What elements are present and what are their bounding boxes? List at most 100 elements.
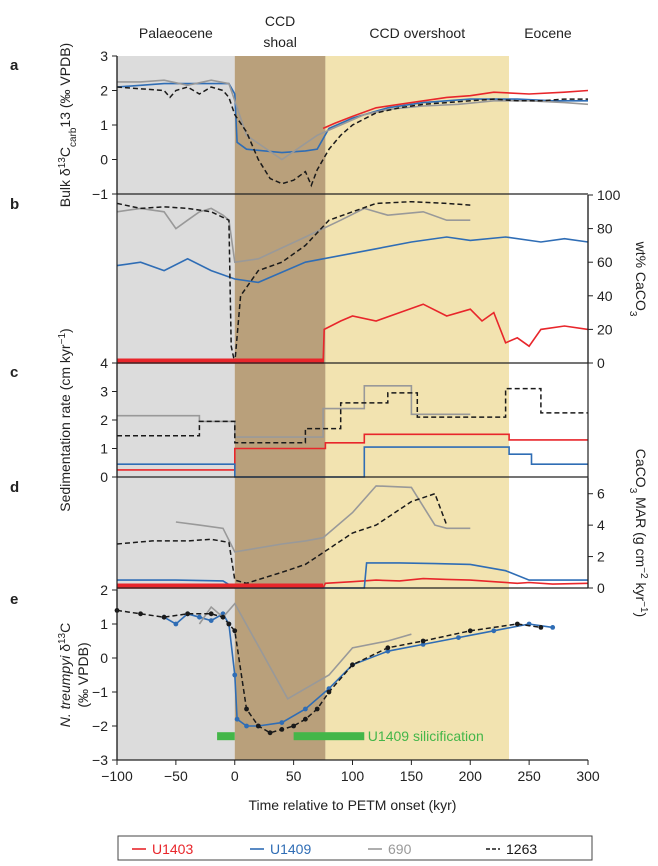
point-e-U1409-8 <box>234 716 240 722</box>
point-e-U1409-16 <box>420 642 426 647</box>
y-tick-label-c-0: 0 <box>100 469 108 485</box>
y-axis-label-part: C <box>57 147 73 157</box>
y-axis-label-part: 13 <box>57 157 68 169</box>
y-axis-label-part: CaCO <box>633 449 649 488</box>
y-tick-label-d-0: 0 <box>597 580 605 596</box>
x-tick-label-250: 250 <box>517 768 541 784</box>
point-e-1263-4 <box>208 611 214 617</box>
y-tick-label-a-2: 2 <box>100 83 108 99</box>
point-e-1263-5 <box>220 614 226 620</box>
point-e-1263-8 <box>244 706 249 712</box>
panel-label-a: a <box>10 57 19 74</box>
y-tick-label-e--2: −2 <box>92 718 108 734</box>
series-e-690 <box>198 602 412 700</box>
y-axis-label-part: 3 <box>628 488 639 494</box>
y-axis-label-part: kyr <box>633 579 649 602</box>
point-e-1263-7 <box>232 628 238 634</box>
y-tick-label-e-1: 1 <box>100 616 108 632</box>
y-axis-label-part: wt% CaCO <box>633 241 649 311</box>
y-axis-label-part: Sedimentation rate (cm kyr <box>57 344 73 512</box>
point-e-U1409-15 <box>385 648 391 654</box>
y-axis-label-part: ) <box>633 613 649 618</box>
x-tick-label-0: 0 <box>231 768 239 784</box>
y-axis-label-part: C <box>57 623 73 633</box>
legend: U1403 U1409 690 1263 <box>117 835 593 861</box>
point-e-1263-2 <box>161 614 167 620</box>
point-e-U1409-4 <box>208 618 214 623</box>
y-axis-label-part: −1 <box>57 333 68 345</box>
y-tick-label-d-4: 4 <box>597 517 605 533</box>
point-e-U1409-17 <box>456 635 461 640</box>
silicification-bar-0 <box>217 732 235 741</box>
y-tick-label-e--3: −3 <box>92 752 108 768</box>
point-e-1263-6 <box>226 621 232 627</box>
phase-label-1-0: CCD <box>265 13 295 29</box>
y-tick-label-a-1: 1 <box>100 117 108 133</box>
y-tick-label-e--1: −1 <box>92 684 108 700</box>
y-axis-label-d: CaCO3 MAR (g cm−2 kyr−1) <box>628 449 650 617</box>
x-tick-label--50: −50 <box>164 768 188 784</box>
series-e-1263 <box>116 609 542 734</box>
y-axis-label-part: −1 <box>639 601 650 613</box>
legend-label-2: 690 <box>388 841 412 857</box>
point-e-U1409-11 <box>279 720 285 725</box>
series-b-1263 <box>116 200 471 364</box>
x-tick-label--100: −100 <box>101 768 133 784</box>
y-tick-label-b-60: 60 <box>597 254 613 270</box>
point-e-1263-14 <box>314 706 320 712</box>
y-tick-label-c-4: 4 <box>100 355 108 371</box>
y-axis-label-part: Bulk δ <box>57 168 73 207</box>
phase-band-3 <box>509 56 588 760</box>
series-c-U1409 <box>117 446 588 478</box>
y-tick-label-e-2: 2 <box>100 582 108 598</box>
x-tick-label-150: 150 <box>400 768 424 784</box>
x-tick-label-100: 100 <box>341 768 365 784</box>
y-axis-label-e-line2: (‰ VPDB) <box>75 642 91 707</box>
x-axis-label: Time relative to PETM onset (kyr) <box>249 797 457 813</box>
panel-label-b: b <box>10 196 19 213</box>
point-e-1263-11 <box>279 727 285 732</box>
y-axis-label-part: 13 <box>57 112 73 128</box>
point-e-U1409-7 <box>232 672 238 678</box>
series-b-U1403 <box>117 303 589 364</box>
silicification-label: U1409 silicification <box>368 728 484 744</box>
point-e-1263-20 <box>514 621 520 627</box>
y-tick-label-e-0: 0 <box>100 650 108 666</box>
point-e-U1409-9 <box>244 723 249 729</box>
y-axis-label-part: δ <box>57 644 73 656</box>
y-tick-label-d-2: 2 <box>597 549 605 565</box>
phase-labels: Palaeocene CCD shoal CCD overshoot Eocene <box>139 13 572 50</box>
series-a-U1403 <box>322 89 589 130</box>
y-tick-label-c-1: 1 <box>100 441 108 457</box>
legend-label-1: U1409 <box>270 841 311 857</box>
panel-label-d: d <box>10 479 19 496</box>
y-axis-label-c: Sedimentation rate (cm kyr−1) <box>57 328 74 511</box>
phase-label-3-0: Eocene <box>524 25 572 41</box>
point-e-1263-21 <box>538 625 544 630</box>
panel-label-e: e <box>10 591 18 608</box>
series-d-U1403 <box>117 577 589 589</box>
y-tick-label-b-40: 40 <box>597 288 613 304</box>
phase-label-0-0: Palaeocene <box>139 25 213 41</box>
legend-box <box>117 835 593 861</box>
y-tick-label-a-0: 0 <box>100 152 108 168</box>
y-axis-label-part: (‰ VPDB) <box>57 43 73 112</box>
y-tick-label-b-80: 80 <box>597 221 613 237</box>
point-e-1263-10 <box>267 730 273 736</box>
phase-band-0 <box>117 56 235 760</box>
point-e-1263-12 <box>291 723 297 729</box>
y-tick-label-b-0: 0 <box>597 355 605 371</box>
phase-label-1-1: shoal <box>263 34 296 50</box>
y-tick-label-b-20: 20 <box>597 321 613 337</box>
x-tick-label-50: 50 <box>286 768 302 784</box>
point-e-U1409-20 <box>550 625 556 630</box>
y-axis-label-part: ) <box>57 328 73 333</box>
series-d-U1409 <box>117 562 588 589</box>
series-a-1263 <box>116 86 588 188</box>
y-axis-label-b: wt% CaCO3 <box>628 241 650 317</box>
phase-bands <box>117 56 588 760</box>
data-series: U1409 silicification <box>114 79 589 744</box>
point-e-1263-16 <box>350 662 355 668</box>
